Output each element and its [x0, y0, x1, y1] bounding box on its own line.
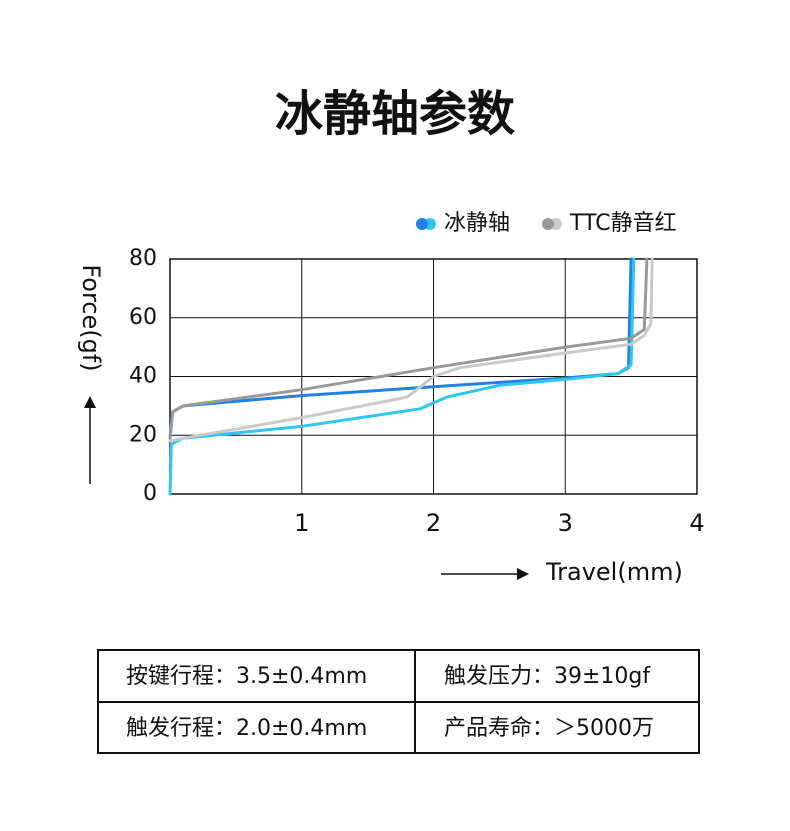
table-cell: 触发压力：39±10gf — [444, 664, 651, 689]
x-axis-label: Travel(mm) — [545, 558, 683, 586]
arrow-head — [517, 568, 529, 580]
y-tick-label: 20 — [129, 422, 157, 447]
x-tick-label: 2 — [426, 509, 441, 537]
chart: 0 20 40 60 80 1 2 3 4 冰静轴 TTC静音红 — [129, 211, 705, 537]
y-tick-label: 60 — [129, 305, 157, 330]
table-cell: 触发行程：2.0±0.4mm — [126, 716, 367, 741]
series-line — [168, 257, 654, 443]
legend-swatch — [542, 218, 554, 230]
y-tick-label: 80 — [129, 246, 157, 271]
y-tick-label: 40 — [129, 364, 157, 389]
spec-table — [97, 649, 700, 754]
x-tick-label: 1 — [294, 509, 309, 537]
legend-item: 冰静轴 — [416, 211, 510, 236]
legend-label: 冰静轴 — [444, 211, 510, 236]
legend-label: TTC静音红 — [569, 211, 677, 236]
chart-title: 冰静轴参数 — [275, 86, 515, 142]
x-tick-label: 3 — [558, 509, 573, 537]
table-cell: 产品寿命：＞5000万 — [444, 716, 654, 741]
y-tick-label: 0 — [143, 481, 157, 506]
plot-frame — [169, 258, 698, 495]
table-cell: 按键行程：3.5±0.4mm — [126, 664, 367, 689]
y-axis-label: Force(gf) — [77, 264, 105, 371]
series-line — [168, 257, 649, 440]
legend-swatch — [416, 218, 428, 230]
arrow-head — [84, 396, 96, 408]
legend-item: TTC静音红 — [542, 211, 677, 236]
x-tick-label: 4 — [689, 509, 704, 537]
